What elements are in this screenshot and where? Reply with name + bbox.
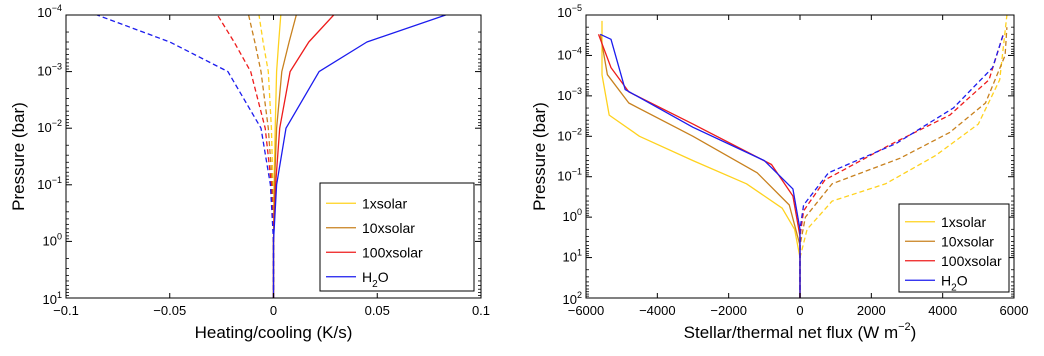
net-flux-chart: −6000 −4000 −2000 0 2000 4000 6000 10−5 10−4 10−3… (530, 3, 1028, 342)
legend-box (319, 182, 475, 292)
x-tick-label: 6000 (1000, 303, 1029, 318)
legend-label: 1xsolar (941, 214, 986, 230)
series-line-2 (599, 34, 801, 298)
legend-label: 100xsolar (362, 244, 423, 260)
legend-label: H2O (362, 269, 389, 290)
y-tick-label: 10−3 (37, 62, 62, 79)
y-tick-label: 10−2 (557, 126, 582, 143)
x-tick-label: −6000 (568, 303, 605, 318)
y-tick-label: 101 (43, 290, 62, 307)
series-line-3 (247, 15, 275, 298)
legend-label: 10xsolar (362, 220, 415, 236)
y-axis-label: Pressure (bar) (9, 102, 28, 211)
x-axis-label: Heating/cooling (K/s) (195, 323, 353, 342)
x-axis-label: Stellar/thermal net flux (W m−2) (684, 321, 917, 342)
series-line-4 (597, 34, 801, 298)
series-line-3 (799, 27, 1008, 298)
y-tick-label: 102 (563, 290, 582, 307)
x-tick-label: 0.05 (365, 303, 390, 318)
x-tick-label: 0 (270, 303, 277, 318)
y-tick-label: 101 (563, 248, 582, 265)
y-tick-label: 10−4 (557, 45, 582, 62)
plot-area (597, 15, 1008, 298)
legend: 1xsolar 10xsolar 100xsolar H2O (319, 182, 475, 292)
x-tick-label: −0.1 (53, 303, 79, 318)
series-line-7 (799, 34, 1004, 298)
legend-label: 10xsolar (941, 233, 994, 249)
legend-label: H2O (941, 272, 968, 293)
y-tick-label: 10−1 (37, 175, 62, 192)
series-line-2 (272, 15, 297, 298)
legend: 1xsolar 10xsolar 100xsolar H2O (898, 203, 1010, 293)
series-line-6 (600, 33, 801, 298)
y-tick-label: 100 (563, 207, 582, 224)
series-line-1 (258, 15, 275, 298)
legend-box (898, 203, 1010, 293)
legend-label: 100xsolar (941, 253, 1002, 269)
heating-cooling-chart: −0.1 −0.05 0 0.05 0.1 10−4 10−3 10−2 10−1 100 101 H… (9, 3, 490, 342)
y-tick-label: 10−3 (557, 86, 582, 103)
x-tick-label: 4000 (928, 303, 957, 318)
x-tick-label: 0.1 (472, 303, 490, 318)
x-tick-label: −2000 (710, 303, 747, 318)
x-tick-label: 0 (796, 303, 803, 318)
plot-area (96, 15, 446, 298)
y-tick-label: 10−1 (557, 167, 582, 184)
x-tick-label: −0.05 (153, 303, 186, 318)
y-tick-label: 10−5 (557, 3, 582, 20)
y-axis-label: Pressure (bar) (530, 102, 549, 211)
series-line-1 (799, 15, 1008, 298)
x-tick-label: −4000 (639, 303, 676, 318)
series-line-7 (96, 15, 275, 298)
y-tick-label: 10−2 (37, 118, 62, 135)
y-tick-label: 10−4 (37, 3, 62, 20)
series-line-5 (216, 15, 275, 298)
x-tick-label: 2000 (857, 303, 886, 318)
series-line-0 (601, 20, 801, 298)
legend-label: 1xsolar (362, 195, 407, 211)
y-tick-label: 100 (43, 231, 62, 248)
